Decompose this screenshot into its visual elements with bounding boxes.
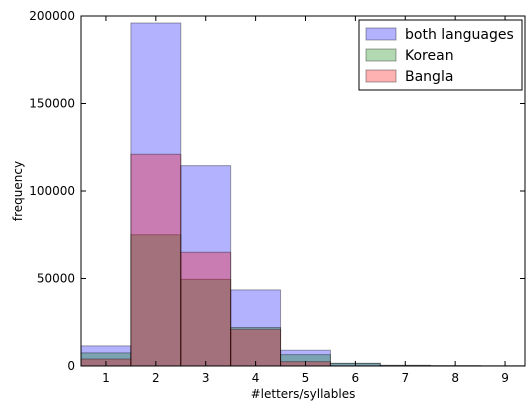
x-tick-label: 3 [202,371,210,385]
x-tick-label: 1 [102,371,110,385]
bars-layer [80,22,526,367]
x-tick-label: 6 [352,371,360,385]
bar [130,234,182,367]
legend-label: both languages [405,27,514,43]
legend-item: both languages [365,27,514,43]
legend: both languages Korean Bangla [358,19,523,91]
y-tick-label: 50000 [37,272,75,286]
legend-label: Bangla [405,69,453,85]
bar [180,278,232,367]
x-tick-label: 8 [451,371,459,385]
legend-swatch [365,48,397,62]
x-tick-label: 9 [501,371,509,385]
x-tick-label: 2 [152,371,160,385]
bar [130,22,182,367]
y-axis-label: frequency [11,161,25,221]
y-tick-label: 200000 [29,9,75,23]
y-tick-label: 0 [67,359,75,373]
x-tick-label: 7 [401,371,409,385]
bar [230,328,282,367]
legend-box [358,19,523,91]
bar [130,153,182,367]
y-tick-label: 150000 [29,97,75,111]
legend-swatch [365,27,397,41]
series-korean [80,234,526,367]
legend-label: Korean [405,48,454,64]
bar [180,251,232,367]
x-tick-label: 4 [252,371,260,385]
y-tick-label: 100000 [29,184,75,198]
series-bangla [80,153,526,367]
x-axis-ticks: 1 2 3 4 5 6 7 8 9 [102,16,509,385]
bar [230,327,282,367]
x-axis-label: #letters/syllables [251,387,356,401]
bar [180,165,232,367]
bar [230,289,282,367]
legend-item: Bangla [365,69,453,85]
y-axis-ticks: 0 50000 100000 150000 200000 [29,9,525,373]
x-tick-label: 5 [302,371,310,385]
legend-item: Korean [365,48,454,64]
legend-swatch [365,69,397,83]
